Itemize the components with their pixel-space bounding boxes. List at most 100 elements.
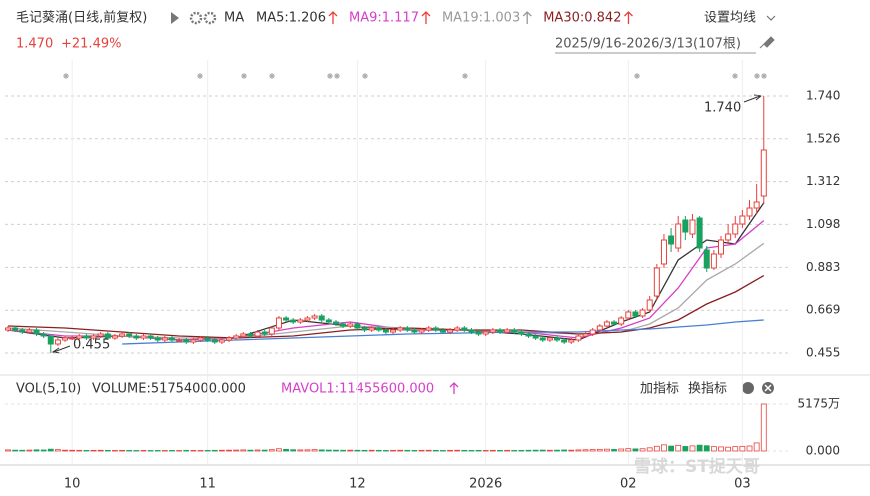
candle-body (382, 329, 389, 333)
candle-body (69, 337, 76, 340)
candle-body (40, 333, 47, 337)
settings-icon[interactable] (189, 11, 203, 25)
candle-body (5, 327, 11, 331)
candle-body (375, 327, 382, 331)
settings-button[interactable] (742, 382, 754, 394)
candle-body (696, 217, 703, 249)
volume-bar (283, 448, 289, 452)
volume-bar (325, 449, 332, 452)
candle-body (290, 319, 297, 323)
volume-bar (504, 449, 511, 452)
candle-body (54, 339, 61, 345)
candle-body (76, 335, 83, 339)
volume-bar (682, 446, 689, 452)
volume-bar (33, 449, 40, 452)
y-tick-label: 0.455 (806, 346, 840, 360)
volume-bar (268, 449, 275, 452)
volume-bar (311, 449, 318, 452)
volume-bar (532, 449, 539, 452)
event-marker (241, 73, 247, 79)
volume-bar (539, 449, 546, 452)
volume-bar (618, 448, 625, 452)
event-marker (732, 73, 738, 79)
volume-bar (368, 449, 375, 452)
volume-bar (568, 449, 575, 452)
candle-body (62, 337, 69, 341)
volume-bar (375, 449, 382, 452)
candle-body (603, 321, 610, 327)
candle-body (26, 329, 33, 333)
x-tick-label: 03 (734, 477, 751, 492)
candle-body (596, 325, 603, 331)
candle-body (411, 329, 418, 333)
candle-body (518, 331, 525, 335)
volume-bar (290, 449, 297, 452)
volume-bar (639, 448, 646, 452)
volume-bar (440, 450, 446, 452)
candle-body (176, 339, 183, 342)
settings-icon[interactable] (203, 11, 217, 25)
candle-body (161, 337, 168, 341)
y-tick-label: 0.669 (806, 303, 840, 317)
volume-bar (218, 449, 225, 452)
candle-body (83, 335, 90, 339)
volume-bar (276, 448, 282, 452)
volume-bar (12, 449, 19, 452)
candle-body (119, 333, 126, 337)
volume-bar (176, 450, 183, 452)
candle-body (47, 335, 54, 345)
candle-body (354, 323, 361, 329)
candle-body (475, 331, 482, 335)
volume-bar (696, 444, 703, 452)
up-arrow-icon (522, 11, 532, 24)
volume-bar (596, 448, 603, 452)
volume-bar (518, 449, 525, 452)
candle-body (390, 329, 397, 333)
candle-body (732, 223, 739, 235)
candle-body (646, 299, 653, 311)
volume-bar (26, 449, 33, 452)
volume-bar (525, 449, 532, 452)
close-icon (764, 384, 772, 392)
candle-body (311, 315, 318, 319)
add-indicator[interactable]: 加指标 (640, 382, 679, 397)
annotation-high: 1.740 (704, 101, 741, 116)
volume-bar (611, 449, 617, 452)
y-tick-label: 1.740 (806, 89, 840, 103)
candle-body (332, 321, 339, 325)
candle-body (247, 333, 254, 337)
event-marker (362, 73, 368, 79)
candle-body (575, 335, 582, 341)
volume-bar (254, 449, 261, 452)
volume-bar (511, 450, 518, 452)
candle-body (418, 329, 425, 333)
volume-bar (718, 446, 724, 452)
volume-bar (40, 449, 47, 452)
candle-body (340, 323, 347, 327)
play-icon[interactable] (171, 12, 179, 24)
candle-body (218, 339, 225, 343)
volume-bar (732, 446, 739, 452)
volume-bar (625, 448, 632, 452)
ma-label: MA (224, 11, 244, 26)
volume-bar (318, 449, 325, 452)
event-marker (327, 73, 333, 79)
pin-icon[interactable] (759, 36, 775, 49)
ma-legend: MA30:0.842 (543, 11, 621, 26)
candle-body (283, 317, 290, 321)
last-price: 1.470 (16, 37, 53, 52)
candle-body (275, 317, 282, 329)
up-arrow-icon (421, 11, 431, 24)
switch-indicator[interactable]: 换指标 (688, 382, 727, 397)
volume-bar (390, 449, 396, 452)
candle-body (268, 327, 275, 335)
candle-body (404, 327, 411, 331)
volume-bar (489, 449, 496, 452)
event-marker (761, 73, 767, 79)
volume-bar (233, 449, 240, 452)
ma-settings[interactable]: 设置均线 (704, 11, 756, 26)
x-tick-label: 2026 (469, 477, 502, 492)
volume-bar (197, 450, 204, 452)
event-markers (63, 73, 767, 79)
